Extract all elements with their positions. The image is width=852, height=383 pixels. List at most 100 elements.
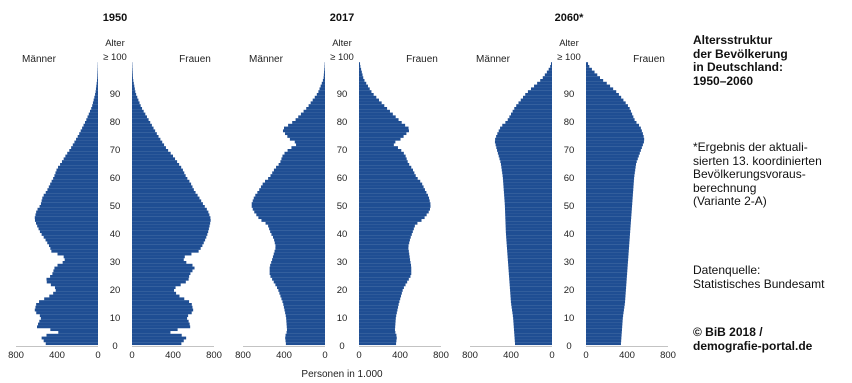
bar-female-age-11 xyxy=(132,311,192,315)
bar-male-age-11 xyxy=(36,311,98,315)
bar-female-age-40 xyxy=(132,230,209,234)
data-source: Datenquelle: Statistisches Bundesamt xyxy=(693,263,825,291)
bar-male-age-79 xyxy=(84,121,98,124)
copyright: © BiB 2018 / demografie-portal.de xyxy=(693,325,813,353)
bar-female-age-81 xyxy=(359,115,396,119)
bar-female-age-89 xyxy=(586,93,619,96)
bar-male-age-75 xyxy=(79,132,98,136)
bar-female-age-91 xyxy=(132,87,135,91)
bar-male-age-45 xyxy=(505,216,552,220)
bar-female-age-65 xyxy=(586,160,637,164)
bar-female-age-14 xyxy=(132,303,192,306)
bar-male-age-37 xyxy=(45,238,98,242)
x-tick-female-0: 0 xyxy=(583,350,588,361)
bar-male-age-24 xyxy=(270,275,325,278)
bar-male-age-0 xyxy=(514,342,552,346)
bar-female-age-36 xyxy=(586,241,630,245)
bar-female-age-11 xyxy=(359,311,397,315)
x-tick-male-0: 0 xyxy=(549,350,554,361)
bar-male-age-27 xyxy=(508,266,552,270)
bar-male-age-33 xyxy=(51,249,98,253)
bar-male-age-84 xyxy=(306,107,325,110)
bar-female-age-9 xyxy=(586,317,623,320)
bar-female-age-33 xyxy=(359,249,409,253)
bar-female-age-90 xyxy=(586,90,617,94)
bar-female-age-45 xyxy=(359,216,425,220)
bar-female-age-93 xyxy=(132,81,134,85)
bar-female-age-97 xyxy=(586,70,595,74)
bar-male-age-85 xyxy=(516,104,552,108)
bar-male-age-0 xyxy=(45,342,98,346)
bar-female-age-76 xyxy=(132,129,156,133)
bar-male-age-8 xyxy=(39,319,98,323)
bar-male-age-15 xyxy=(39,300,98,304)
bar-male-age-66 xyxy=(499,157,552,161)
x-tick-female-400: 400 xyxy=(165,350,181,361)
bar-male-age-1 xyxy=(514,339,552,343)
age-tick-60: 60 xyxy=(564,173,575,184)
bar-female-age-17 xyxy=(586,294,626,298)
bar-female-age-41 xyxy=(359,227,414,231)
age-header-label: Alter xyxy=(559,38,579,49)
bar-male-age-100 xyxy=(550,62,552,66)
bar-female-age-32 xyxy=(132,252,192,256)
bar-male-age-87 xyxy=(312,98,325,102)
bar-female-age-78 xyxy=(586,123,640,127)
bar-female-age-6 xyxy=(586,325,623,329)
bar-male-age-44 xyxy=(34,219,98,222)
x-tick-male-0: 0 xyxy=(322,350,327,361)
bar-female-age-26 xyxy=(586,269,628,273)
bar-male-age-44 xyxy=(505,219,552,222)
bar-male-age-93 xyxy=(321,81,325,85)
bar-female-age-65 xyxy=(132,160,178,164)
bar-female-age-56 xyxy=(586,185,634,189)
bar-male-age-70 xyxy=(291,146,325,150)
bar-male-age-63 xyxy=(501,165,552,169)
bar-female-age-43 xyxy=(359,221,418,225)
bar-female-age-83 xyxy=(586,109,631,113)
bar-female-age-51 xyxy=(132,199,202,203)
age-tick-40: 40 xyxy=(110,229,121,240)
bar-female-age-85 xyxy=(586,104,628,108)
bar-female-age-66 xyxy=(359,157,407,161)
bar-male-age-31 xyxy=(272,255,325,259)
bar-male-age-57 xyxy=(50,182,98,186)
bar-female-age-25 xyxy=(132,272,191,276)
bar-male-age-75 xyxy=(497,132,552,136)
bar-female-age-100 xyxy=(359,62,361,66)
bar-male-age-7 xyxy=(513,322,552,326)
bar-male-age-18 xyxy=(279,291,325,295)
bar-female-age-66 xyxy=(586,157,638,161)
bar-male-age-13 xyxy=(35,305,98,309)
bar-female-age-1 xyxy=(132,339,184,343)
bar-male-age-36 xyxy=(47,241,98,245)
bar-male-age-85 xyxy=(308,104,325,108)
bar-female-age-97 xyxy=(359,70,362,74)
bar-female-age-13 xyxy=(359,305,399,309)
bar-female-age-44 xyxy=(586,219,631,222)
bar-male-age-91 xyxy=(319,87,325,91)
age-tick-20: 20 xyxy=(564,285,575,296)
bar-male-age-22 xyxy=(46,280,98,284)
bar-female-age-54 xyxy=(586,191,634,194)
bar-male-age-3 xyxy=(514,333,552,337)
bar-male-age-92 xyxy=(534,84,552,88)
bar-male-age-68 xyxy=(67,151,98,155)
bar-male-age-51 xyxy=(41,199,98,203)
bar-male-age-71 xyxy=(495,143,552,147)
bar-male-age-91 xyxy=(530,87,552,91)
bar-male-age-37 xyxy=(506,238,552,242)
bar-male-age-88 xyxy=(314,95,325,99)
bar-female-age-14 xyxy=(359,303,399,306)
bar-female-age-46 xyxy=(359,213,427,217)
bar-male-age-34 xyxy=(50,247,98,250)
age-tick-60: 60 xyxy=(337,173,348,184)
bar-female-age-37 xyxy=(586,238,630,242)
bar-female-age-90 xyxy=(359,90,372,94)
bar-female-age-94 xyxy=(132,79,134,82)
bar-female-age-97 xyxy=(132,70,133,74)
bar-male-age-60 xyxy=(270,174,325,178)
bar-male-age-79 xyxy=(292,121,325,124)
age-tick-70: 70 xyxy=(564,145,575,156)
bar-male-age-10 xyxy=(285,314,325,318)
